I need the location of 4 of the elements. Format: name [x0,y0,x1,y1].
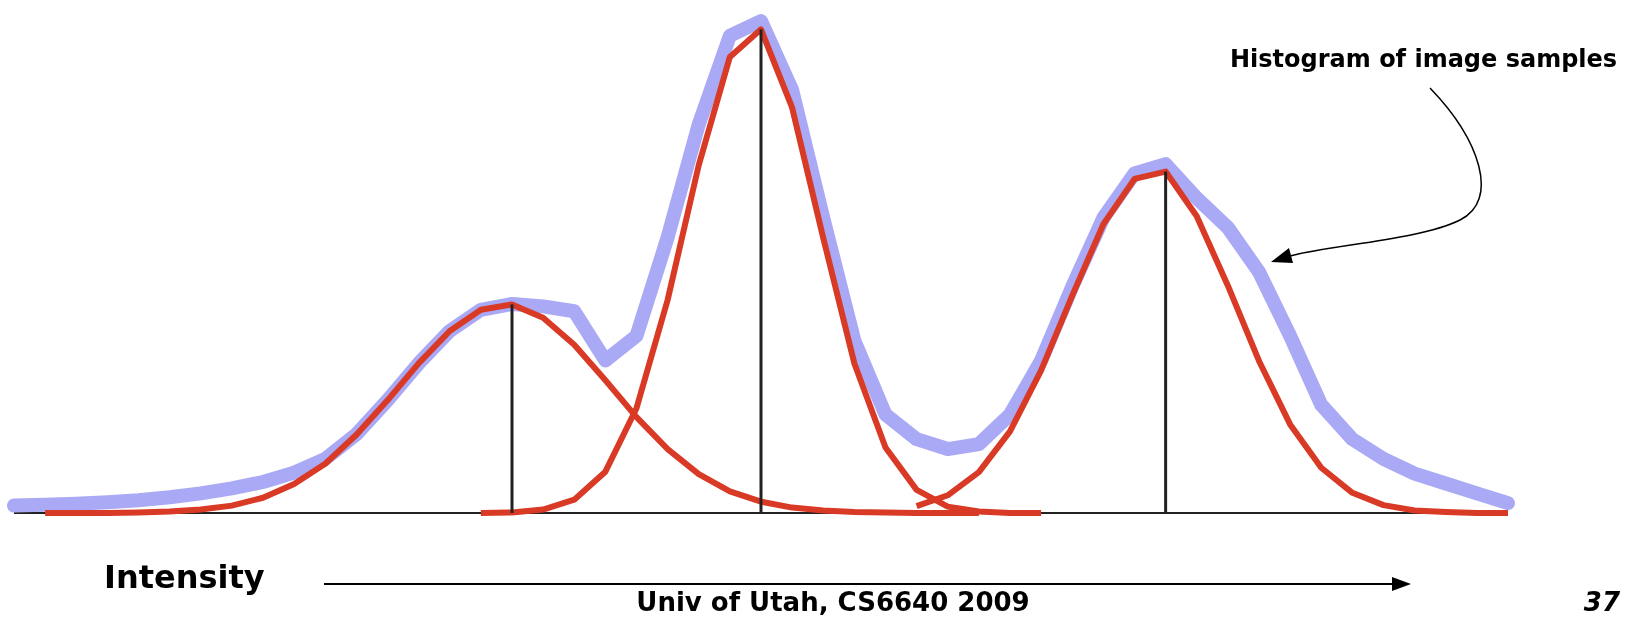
text: 37 [1583,587,1621,617]
text: Univ of Utah, CS6640 2009 [636,587,1030,617]
annotation: Histogram of image samples [1230,45,1618,73]
x-axis-title: Intensity [104,558,265,596]
